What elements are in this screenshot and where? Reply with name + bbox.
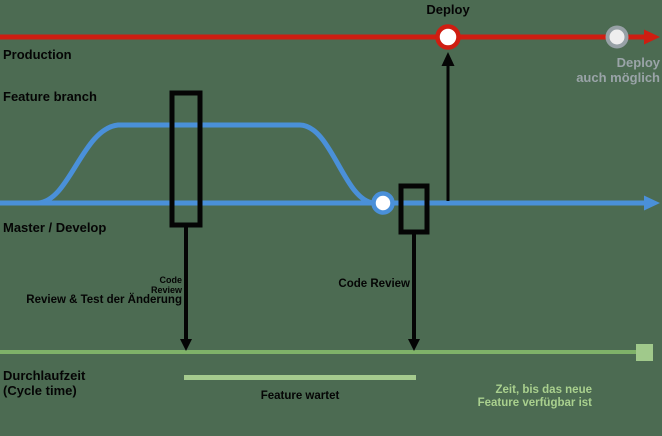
optional-deploy-note-line1: Deploy — [616, 55, 660, 70]
deploy-label: Deploy — [426, 2, 470, 17]
review-test-label: Review & Test der Änderung — [26, 294, 182, 306]
review-window-1-tag-line1: Code — [159, 275, 183, 285]
merge-to-deploy-arrowhead-icon — [441, 52, 455, 66]
feature-waiting-label: Feature wartet — [260, 390, 340, 402]
master-line-arrowhead-icon — [644, 195, 660, 211]
review-window-2-bracket — [398, 183, 430, 235]
feature-branch-label: Feature branch — [3, 89, 97, 104]
review-window-1-tag: Code Review — [140, 275, 183, 296]
feature-available-label: Zeit, bis das neue Feature verfügbar ist — [452, 384, 592, 410]
feature-waiting-bar — [184, 375, 416, 380]
feature-available-label-line1: Zeit, bis das neue — [495, 384, 593, 396]
code-review-2-label: Code Review — [338, 278, 410, 290]
review-window-1-arrowhead-icon — [180, 339, 192, 351]
feature-available-label-line2: Feature verfügbar ist — [477, 397, 592, 410]
master-branch-label: Master / Develop — [3, 220, 107, 235]
optional-deploy-note-line2: auch möglich — [576, 69, 660, 85]
review-window-1-tag-line2: Review — [150, 284, 182, 295]
merge-commit-dot — [371, 191, 395, 215]
optional-deploy-note: Deploy auch möglich — [520, 55, 660, 86]
cycle-time-label: Durchlaufzeit (Cycle time) — [3, 368, 86, 399]
deploy-commit-dot — [435, 24, 461, 50]
review-window-2-arrowhead-icon — [408, 339, 420, 351]
cycle-time-label-line2: (Cycle time) — [3, 382, 77, 398]
time-line-end-marker-icon — [636, 344, 653, 361]
feature-branch-curve — [37, 122, 375, 206]
production-line-arrowhead-icon — [644, 29, 660, 45]
optional-deploy-dot — [605, 25, 629, 49]
cycle-time-label-line1: Durchlaufzeit — [3, 368, 86, 383]
production-label: Production — [3, 47, 72, 62]
